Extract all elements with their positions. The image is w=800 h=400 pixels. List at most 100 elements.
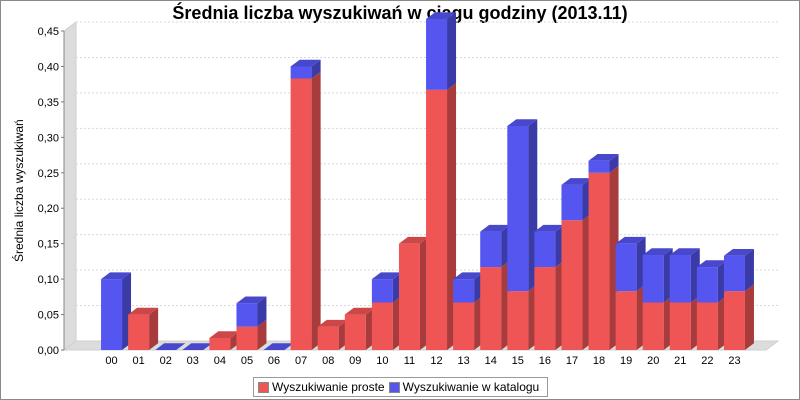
- x-tick-label-18: 18: [593, 355, 605, 367]
- bar-catalog-14: [480, 231, 502, 268]
- bar-top-23: [723, 248, 754, 256]
- bar-simple-12: [426, 89, 448, 351]
- bar-simple-19: [615, 291, 637, 350]
- bar-top-18: [588, 153, 619, 161]
- y-tick-label: 0,20: [38, 203, 59, 215]
- bar-catalog-16: [534, 231, 556, 268]
- bar-catalog-10: [371, 279, 393, 303]
- bar-top-11: [398, 236, 429, 244]
- x-tick-label-17: 17: [566, 355, 578, 367]
- x-tick-label-22: 22: [701, 355, 713, 367]
- bar-simple-17: [561, 220, 583, 350]
- bar-simple-05: [236, 326, 258, 350]
- bar-top-22: [696, 260, 727, 268]
- bar-catalog-05: [236, 303, 258, 327]
- x-tick-label-04: 04: [214, 355, 226, 367]
- bar-side-23-1: [744, 248, 754, 292]
- y-tick-label: 0,35: [38, 97, 59, 109]
- x-tick-label-03: 03: [187, 355, 199, 367]
- chart-title: Średnia liczba wyszukiwań w ciągu godzin…: [172, 3, 628, 23]
- bar-side-07-0: [311, 71, 321, 351]
- y-tick-label: 0,00: [38, 345, 59, 357]
- bar-simple-22: [696, 302, 718, 350]
- y-tick-label: 0,05: [38, 310, 59, 322]
- x-tick-label-05: 05: [241, 355, 253, 367]
- bar-top-20: [642, 248, 673, 256]
- bar-simple-09: [344, 314, 366, 350]
- bar-catalog-12: [426, 18, 448, 90]
- bar-catalog-19: [615, 243, 637, 292]
- bar-catalog-15: [507, 125, 529, 292]
- bar-simple-13: [453, 302, 475, 350]
- bar-catalog-21: [669, 255, 691, 303]
- x-tick-label-07: 07: [295, 355, 307, 367]
- bar-catalog-13: [453, 279, 475, 303]
- bar-top-21: [669, 248, 700, 256]
- y-tick-label: 0,15: [38, 239, 59, 251]
- bar-simple-23: [723, 291, 745, 350]
- x-tick-label-14: 14: [485, 355, 497, 367]
- bar-catalog-07: [290, 66, 312, 79]
- bar-catalog-18: [588, 160, 610, 173]
- x-tick-label-21: 21: [674, 355, 686, 367]
- bar-side-23-0: [744, 284, 754, 350]
- bar-simple-01: [128, 314, 150, 350]
- bar-catalog-22: [696, 267, 718, 303]
- bar-top-00: [101, 272, 132, 280]
- x-tick-label-01: 01: [133, 355, 145, 367]
- x-tick-label-09: 09: [349, 355, 361, 367]
- bar-simple-07: [290, 78, 312, 351]
- bar-top-09: [344, 307, 375, 315]
- bar-top-06: [263, 343, 294, 350]
- bar-simple-21: [669, 302, 691, 350]
- bar-top-10: [371, 272, 402, 280]
- bar-top-17: [561, 178, 592, 185]
- bar-catalog-20: [642, 255, 664, 303]
- bar-top-07: [290, 59, 321, 67]
- bar-simple-18: [588, 172, 610, 350]
- bar-top-12: [426, 12, 457, 19]
- bar-top-05: [236, 296, 267, 304]
- bar-top-13: [453, 272, 484, 280]
- y-tick-label: 0,25: [38, 168, 59, 180]
- bar-catalog-23: [723, 255, 745, 292]
- bar-side-07-1: [311, 59, 321, 79]
- y-tick-label: 0,10: [38, 274, 59, 286]
- x-tick-label-16: 16: [539, 355, 551, 367]
- x-tick-label-00: 00: [105, 355, 117, 367]
- left-wall: [63, 21, 77, 351]
- y-tick-label: 0,40: [38, 61, 59, 73]
- x-tick-label-20: 20: [647, 355, 659, 367]
- x-tick-label-08: 08: [322, 355, 334, 367]
- bar-simple-04: [209, 337, 231, 350]
- bar-side-01-0: [149, 307, 159, 350]
- bar-top-14: [480, 224, 511, 232]
- x-tick-label-10: 10: [376, 355, 388, 367]
- x-tick-label-12: 12: [430, 355, 442, 367]
- bar-simple-20: [642, 302, 664, 350]
- legend-swatch-catalog: [388, 381, 400, 393]
- x-tick-label-13: 13: [458, 355, 470, 367]
- bar-simple-11: [398, 243, 420, 350]
- bars: [101, 12, 754, 351]
- x-tick-label-19: 19: [620, 355, 632, 367]
- x-tick-label-11: 11: [404, 355, 415, 367]
- x-tick-label-15: 15: [512, 355, 524, 367]
- y-axis-ticks: 0,00 0,05 0,10 0,15 0,20 0,25 0,30 0,35 0,40 0,45: [38, 26, 65, 357]
- bar-simple-10: [371, 302, 393, 350]
- bar-top-03: [182, 343, 213, 350]
- legend-label-catalog: Wyszukiwanie w katalogu: [402, 380, 540, 394]
- y-tick-label: 0,30: [38, 132, 59, 144]
- x-axis-ticks: 00 01 02 03 04 05 06 07 08 09 10 11 12 13 14 15 16 17 18 19…: [105, 355, 740, 367]
- x-tick-label-06: 06: [268, 355, 280, 367]
- bar-simple-08: [317, 326, 339, 350]
- legend-swatch-simple: [258, 381, 269, 393]
- bar-simple-15: [507, 291, 529, 350]
- bar-simple-14: [480, 267, 502, 350]
- bar-top-02: [155, 343, 186, 350]
- bar-top-04: [209, 331, 240, 338]
- bar-side-12-1: [447, 12, 457, 90]
- bar-top-01: [128, 307, 159, 315]
- legend-item-simple: Wyszukiwanie proste: [258, 380, 385, 394]
